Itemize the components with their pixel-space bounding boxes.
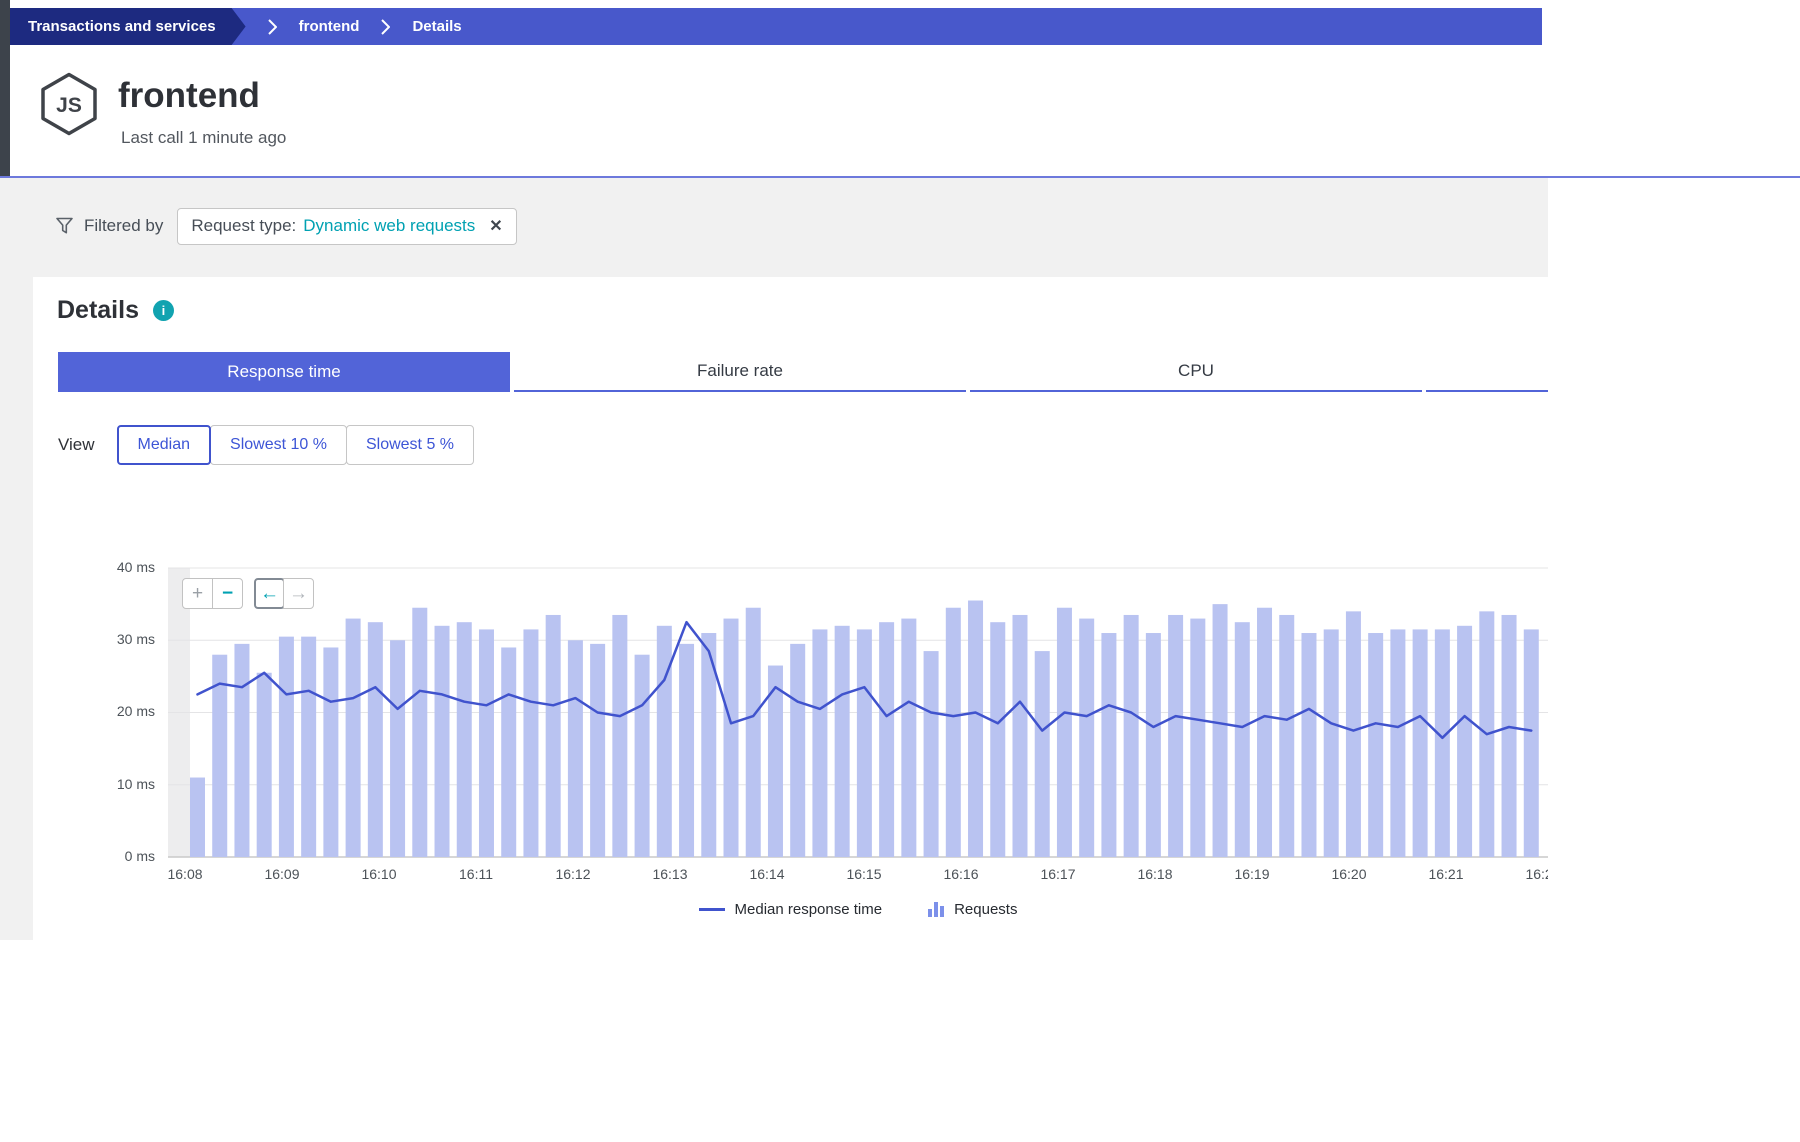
svg-text:16:12: 16:12: [555, 866, 590, 882]
view-option-median[interactable]: Median: [116, 425, 212, 465]
legend-label: Requests: [954, 901, 1018, 918]
svg-text:16:19: 16:19: [1234, 866, 1269, 882]
filter-label: Filtered by: [84, 216, 164, 235]
zoom-in-button[interactable]: +: [182, 578, 213, 609]
bar-chart-icon: [928, 902, 945, 917]
filter-chip-value: Dynamic web requests: [303, 216, 476, 235]
breadcrumb-item-frontend[interactable]: frontend: [298, 18, 360, 35]
filter-chip-close-icon[interactable]: ✕: [489, 218, 503, 235]
view-selector: View Median Slowest 10 % Slowest 5 %: [58, 425, 475, 465]
view-option-slowest-10[interactable]: Slowest 10 %: [210, 425, 347, 465]
svg-text:16:11: 16:11: [459, 866, 493, 882]
details-tabs: Response time Failure rate CPU: [58, 352, 1548, 392]
filter-chip-prefix: Request type:: [191, 216, 297, 235]
svg-text:16:15: 16:15: [846, 866, 881, 882]
breadcrumb-label: Transactions and services: [28, 18, 216, 35]
filter-funnel-icon: [56, 217, 73, 234]
tab-cpu[interactable]: CPU: [970, 352, 1422, 392]
pan-right-button[interactable]: →: [283, 578, 314, 609]
svg-text:JS: JS: [56, 94, 82, 117]
y-tick-30ms: 30 ms: [116, 631, 155, 647]
chevron-right-icon: [381, 18, 391, 35]
pan-left-button[interactable]: ←: [254, 578, 285, 609]
svg-text:16:18: 16:18: [1137, 866, 1172, 882]
filter-chip-request-type[interactable]: Request type: Dynamic web requests ✕: [177, 207, 517, 245]
response-time-chart[interactable]: 16:08 16:09 16:10 16:11 16:12 16:13 16:14 16:15…: [168, 556, 1548, 888]
chart-legend: Median response time Requests: [168, 901, 1548, 918]
y-tick-40ms: 40 ms: [116, 559, 155, 575]
breadcrumb-item-transactions-and-services[interactable]: Transactions and services: [10, 8, 246, 45]
breadcrumb-item-details[interactable]: Details: [412, 18, 462, 35]
details-section-title: Details: [57, 296, 139, 324]
zoom-out-button[interactable]: −: [212, 578, 243, 609]
header-divider: [0, 176, 1800, 178]
view-option-slowest-5[interactable]: Slowest 5 %: [345, 425, 475, 465]
nodejs-hexagon-icon: JS: [40, 72, 98, 141]
legend-median-response-time[interactable]: Median response time: [698, 901, 883, 918]
chart-zoom-controls: + − ← →: [182, 578, 314, 609]
svg-text:16:08: 16:08: [168, 866, 203, 882]
view-label: View: [58, 435, 95, 454]
legend-requests[interactable]: Requests: [928, 901, 1017, 918]
svg-text:16:14: 16:14: [749, 866, 784, 882]
svg-text:16:22: 16:22: [1525, 866, 1548, 882]
line-swatch-icon: [698, 908, 725, 911]
svg-text:16:16: 16:16: [943, 866, 978, 882]
svg-text:16:10: 16:10: [361, 866, 396, 882]
legend-label: Median response time: [734, 901, 883, 918]
tab-partial[interactable]: [1426, 352, 1548, 392]
svg-text:16:17: 16:17: [1040, 866, 1075, 882]
page-title: frontend: [118, 76, 260, 115]
tab-failure-rate[interactable]: Failure rate: [514, 352, 966, 392]
filter-bar: Filtered by Request type: Dynamic web re…: [55, 207, 517, 245]
svg-text:16:21: 16:21: [1428, 866, 1463, 882]
breadcrumb: Transactions and services frontend Detai…: [10, 8, 1542, 45]
y-tick-0ms: 0 ms: [124, 848, 155, 864]
y-tick-20ms: 20 ms: [116, 703, 155, 719]
tab-response-time[interactable]: Response time: [58, 352, 510, 392]
svg-text:16:13: 16:13: [652, 866, 687, 882]
info-icon[interactable]: i: [152, 300, 174, 321]
chevron-right-icon: [267, 18, 277, 35]
svg-text:16:20: 16:20: [1331, 866, 1366, 882]
y-tick-10ms: 10 ms: [116, 776, 155, 792]
sidebar-edge: [0, 0, 10, 176]
last-call-status: Last call 1 minute ago: [121, 128, 287, 147]
svg-text:16:09: 16:09: [264, 866, 299, 882]
